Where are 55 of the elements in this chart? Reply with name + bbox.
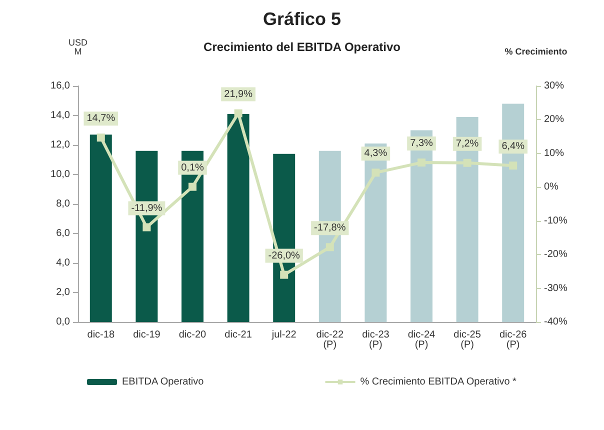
data-label: 7,2%	[456, 138, 479, 150]
chart-title: Crecimiento del EBITDA Operativo	[204, 40, 400, 54]
bar	[90, 134, 112, 322]
data-label: -17,8%	[314, 222, 346, 234]
y2-tick-label: 10%	[544, 148, 564, 159]
point	[142, 223, 151, 232]
bar	[227, 114, 250, 322]
y2-tick-label: 30%	[544, 80, 564, 92]
data-label: -11,9%	[131, 202, 162, 214]
y-tick-label: 12,0	[50, 140, 70, 150]
x-tick-label: dic-19	[133, 330, 161, 340]
point	[372, 168, 380, 177]
data-label: 21,9%	[224, 88, 253, 100]
y2-tick-label: -40%	[544, 316, 568, 328]
y-tick-label: 8,0	[56, 198, 70, 210]
data-label: 14,7%	[86, 113, 116, 124]
y2-tick-label: -20%	[544, 249, 568, 260]
x-tick-label: dic-24 (P)	[408, 330, 436, 350]
data-label: 4,3%	[364, 148, 388, 160]
y-axis-title: USD M	[68, 38, 88, 56]
point	[418, 158, 426, 167]
y-tick-label: 10,0	[50, 169, 70, 180]
x-tick-label: jul-22	[270, 330, 297, 340]
x-tick-label: dic-22 (P)	[316, 330, 344, 350]
x-tick-label: dic-21	[224, 330, 252, 340]
point	[463, 158, 472, 167]
y-tick-label: 4,0	[56, 258, 70, 268]
y2-axis-title: % Crecimiento	[504, 46, 568, 56]
point	[234, 109, 242, 118]
data-label: 6,4%	[502, 141, 525, 152]
data-label: -26,0%	[268, 250, 300, 262]
x-tick-label: dic-18	[87, 330, 115, 340]
legend-label: EBITDA Operativo	[122, 376, 204, 388]
point	[188, 182, 196, 191]
y2-tick-label: 0%	[544, 182, 559, 193]
y-tick-label: 16,0	[50, 80, 70, 92]
y-tick-label: 14,0	[50, 110, 70, 121]
y2-tick-label: -10%	[544, 215, 568, 226]
x-tick-label: dic-26 (P)	[499, 330, 528, 350]
legend-label: % Crecimiento EBITDA Operativo *	[360, 376, 517, 388]
point	[326, 243, 334, 252]
text: Gráfico 5	[262, 9, 342, 29]
data-label: 7,3%	[410, 138, 434, 150]
point	[96, 134, 105, 142]
data-label: 0,1%	[181, 162, 204, 174]
x-tick-label: dic-23 (P)	[362, 330, 390, 350]
point	[280, 270, 288, 279]
x-tick-label: dic-25 (P)	[454, 330, 482, 350]
y2-tick-label: 20%	[544, 114, 564, 126]
y2-tick-label: -30%	[544, 282, 568, 294]
y-tick-label: 2,0	[56, 287, 70, 298]
y-tick-label: 0,0	[56, 316, 70, 328]
y-tick-label: 6,0	[56, 228, 70, 239]
x-tick-label: dic-20	[178, 330, 207, 340]
point	[509, 162, 518, 170]
